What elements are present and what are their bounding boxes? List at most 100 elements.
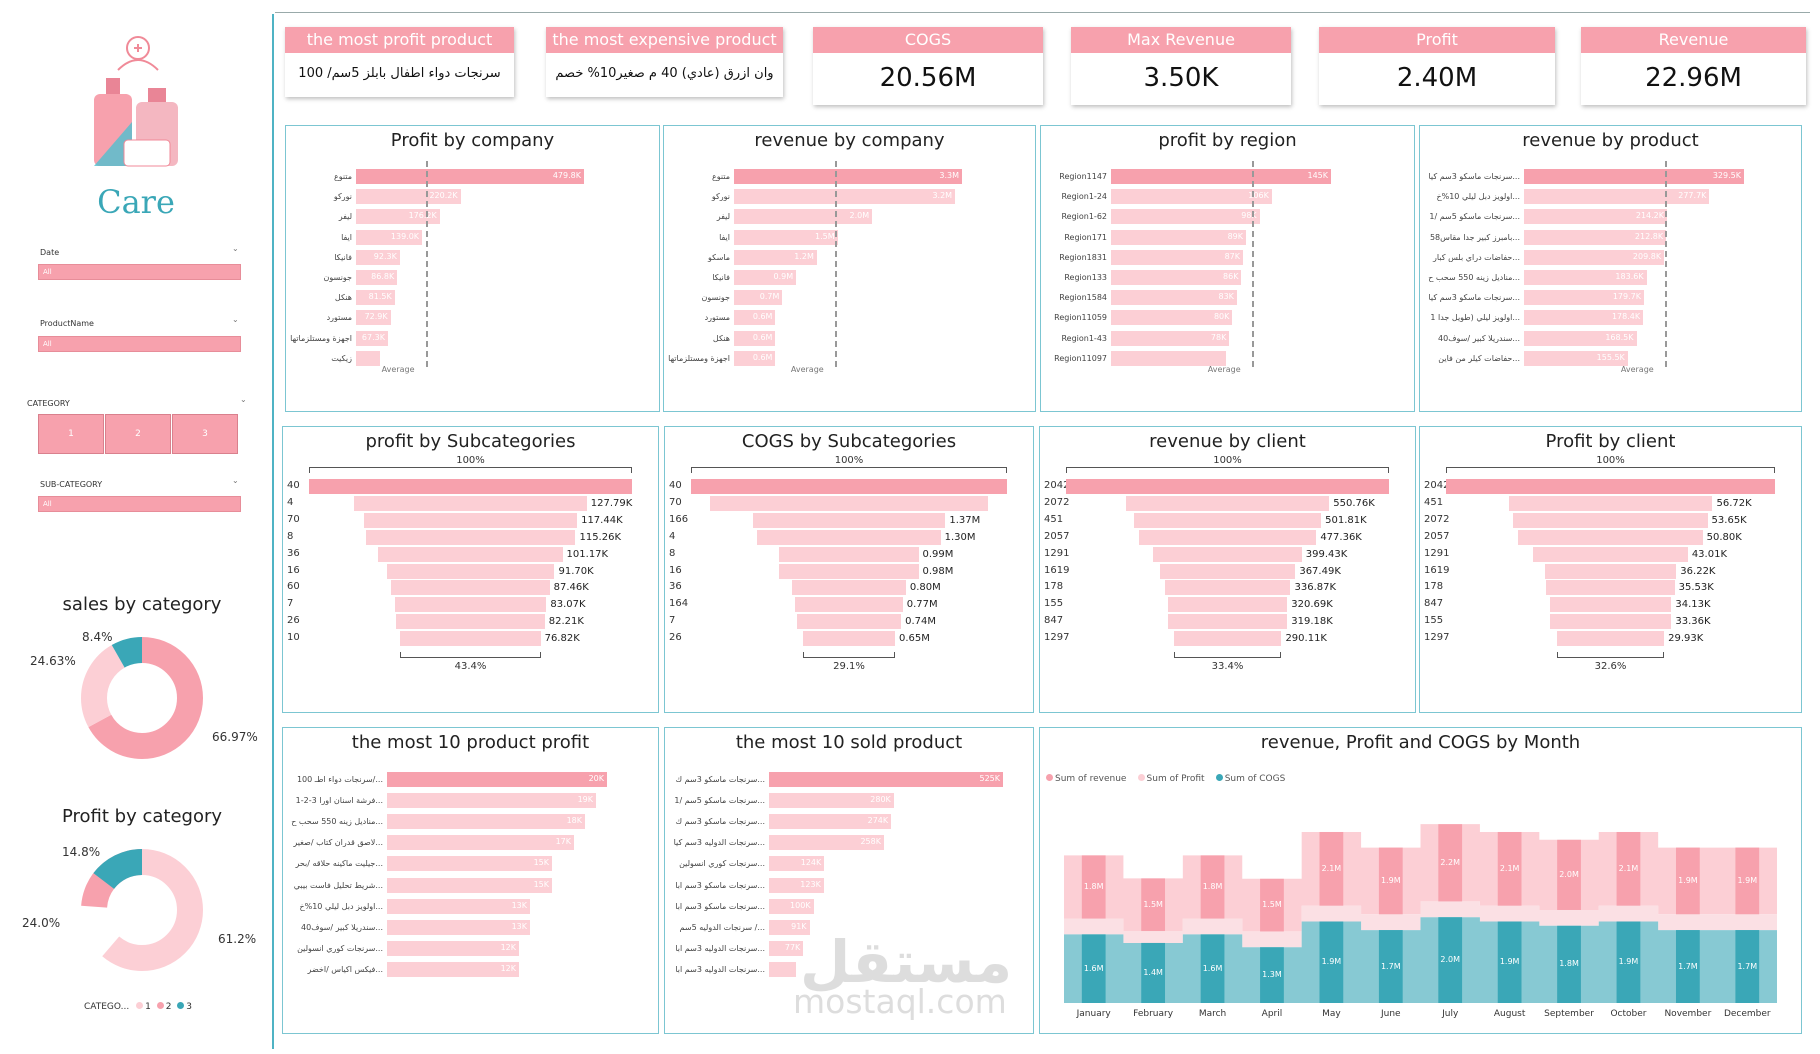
funnel-bar[interactable] <box>752 512 946 528</box>
bar[interactable]: 183.6K <box>1524 270 1647 285</box>
funnel-bar[interactable] <box>1167 597 1288 613</box>
funnel-bar[interactable] <box>803 631 895 647</box>
funnel-bar[interactable] <box>386 563 555 579</box>
revenue-column[interactable] <box>1260 878 1284 932</box>
chevron-down-icon[interactable]: ⌄ <box>232 315 239 324</box>
bar[interactable]: 100K <box>769 898 814 914</box>
revenue-column[interactable] <box>1200 855 1225 919</box>
bar[interactable]: 176.2K <box>356 209 440 225</box>
revenue-column[interactable] <box>1557 839 1581 910</box>
bar[interactable]: 280K <box>769 793 894 809</box>
legend-item-revenue[interactable]: Sum of revenue <box>1046 774 1126 784</box>
bar[interactable]: 19K <box>387 793 596 809</box>
funnel-bar[interactable] <box>1533 546 1688 562</box>
legend-item-cogs[interactable]: Sum of COGS <box>1215 774 1285 784</box>
bar[interactable]: 277.7K <box>1524 189 1710 205</box>
funnel-bar[interactable] <box>363 512 578 528</box>
bar[interactable]: 106K <box>1111 189 1272 205</box>
revenue-column[interactable] <box>1497 831 1522 906</box>
bar[interactable]: 86.8K <box>356 270 398 285</box>
bar[interactable]: 0.6M <box>734 330 776 346</box>
legend-item-1[interactable]: 1 <box>145 1002 151 1012</box>
revenue-column[interactable] <box>1378 847 1403 915</box>
funnel-bar[interactable] <box>1544 563 1677 579</box>
bar[interactable] <box>1111 350 1227 366</box>
funnel-bar[interactable] <box>1556 631 1665 647</box>
funnel-bar[interactable] <box>400 631 541 647</box>
funnel-bar[interactable] <box>1066 479 1389 494</box>
bar[interactable]: 78K <box>1111 330 1230 346</box>
date-slicer[interactable]: All <box>38 264 241 280</box>
subcategory-slicer[interactable]: All <box>38 496 241 512</box>
bar[interactable]: 139.0K <box>356 229 423 245</box>
bar[interactable]: 86K <box>1111 270 1242 285</box>
funnel-bar[interactable] <box>709 495 989 511</box>
funnel-bar[interactable] <box>795 597 903 613</box>
funnel-bar[interactable] <box>1549 597 1672 613</box>
bar[interactable]: 220.2K <box>356 189 461 205</box>
funnel-bar[interactable] <box>1138 529 1317 545</box>
funnel-bar[interactable] <box>394 597 547 613</box>
funnel-bar[interactable] <box>1446 479 1775 494</box>
funnel-bar[interactable] <box>378 546 563 562</box>
bar[interactable]: 525K <box>769 772 1003 787</box>
bar[interactable]: 3.2M <box>734 189 956 205</box>
funnel-bar[interactable] <box>1549 614 1672 630</box>
category-button-3[interactable]: 3 <box>172 414 238 454</box>
bar[interactable]: 91K <box>769 919 810 935</box>
bar[interactable]: 0.6M <box>734 350 776 366</box>
funnel-bar[interactable] <box>354 495 587 511</box>
cogs-column[interactable] <box>1141 942 1166 1003</box>
cogs-column[interactable] <box>1319 921 1344 1003</box>
category-button-1[interactable]: 1 <box>38 414 104 454</box>
bar[interactable]: 3.3M <box>734 169 962 184</box>
bar[interactable]: 145K <box>1111 169 1331 184</box>
cogs-column[interactable] <box>1260 947 1284 1003</box>
bar[interactable]: 0.7M <box>734 290 783 306</box>
bar[interactable]: 15K <box>387 856 552 872</box>
cogs-column[interactable] <box>1497 921 1522 1003</box>
bar[interactable]: 12K <box>387 940 519 956</box>
bar[interactable]: 179.7K <box>1524 290 1644 306</box>
bar[interactable] <box>769 961 796 977</box>
bar[interactable]: 209.8K <box>1524 249 1665 265</box>
legend-item-3[interactable]: 3 <box>186 1002 193 1012</box>
funnel-bar[interactable] <box>1167 614 1288 630</box>
funnel-bar[interactable] <box>396 614 545 630</box>
bar[interactable]: 214.2K <box>1524 209 1668 225</box>
bar[interactable]: 67.3K <box>356 330 388 346</box>
cogs-column[interactable] <box>1378 930 1403 1003</box>
bar[interactable]: 212.8K <box>1524 229 1667 245</box>
chevron-down-icon[interactable]: ⌄ <box>232 476 239 485</box>
bar[interactable]: 89K <box>1111 229 1247 245</box>
funnel-bar[interactable] <box>796 614 902 630</box>
bar[interactable]: 0.9M <box>734 270 797 285</box>
chevron-down-icon[interactable]: ⌄ <box>240 395 247 404</box>
bar[interactable]: 124K <box>769 856 825 872</box>
cogs-column[interactable] <box>1675 930 1700 1003</box>
funnel-bar[interactable] <box>1513 512 1708 528</box>
cogs-column[interactable] <box>1557 925 1581 1003</box>
bar[interactable]: 18K <box>387 814 585 830</box>
legend-item-profit[interactable]: Sum of Profit <box>1137 774 1205 784</box>
cogs-column[interactable] <box>1081 934 1106 1003</box>
revenue-column[interactable] <box>1735 847 1760 915</box>
bar[interactable]: 92.3K <box>356 249 400 265</box>
funnel-bar[interactable] <box>779 546 919 562</box>
cogs-column[interactable] <box>1735 930 1760 1003</box>
bar[interactable]: 1.5M <box>734 229 838 245</box>
bar[interactable]: 98K <box>1111 209 1260 225</box>
bar[interactable]: 15K <box>387 877 552 893</box>
revenue-column[interactable] <box>1141 878 1166 932</box>
funnel-bar[interactable] <box>1173 631 1282 647</box>
bar[interactable]: 17K <box>387 835 574 851</box>
revenue-column[interactable] <box>1616 831 1641 906</box>
bar[interactable]: 77K <box>769 940 804 956</box>
bar[interactable]: 13K <box>387 919 530 935</box>
product-slicer[interactable]: All <box>38 336 241 352</box>
revenue-column[interactable] <box>1675 847 1700 915</box>
funnel-bar[interactable] <box>792 580 906 596</box>
funnel-bar[interactable] <box>365 529 576 545</box>
funnel-bar[interactable] <box>779 563 919 579</box>
bar[interactable]: 258K <box>769 835 884 851</box>
